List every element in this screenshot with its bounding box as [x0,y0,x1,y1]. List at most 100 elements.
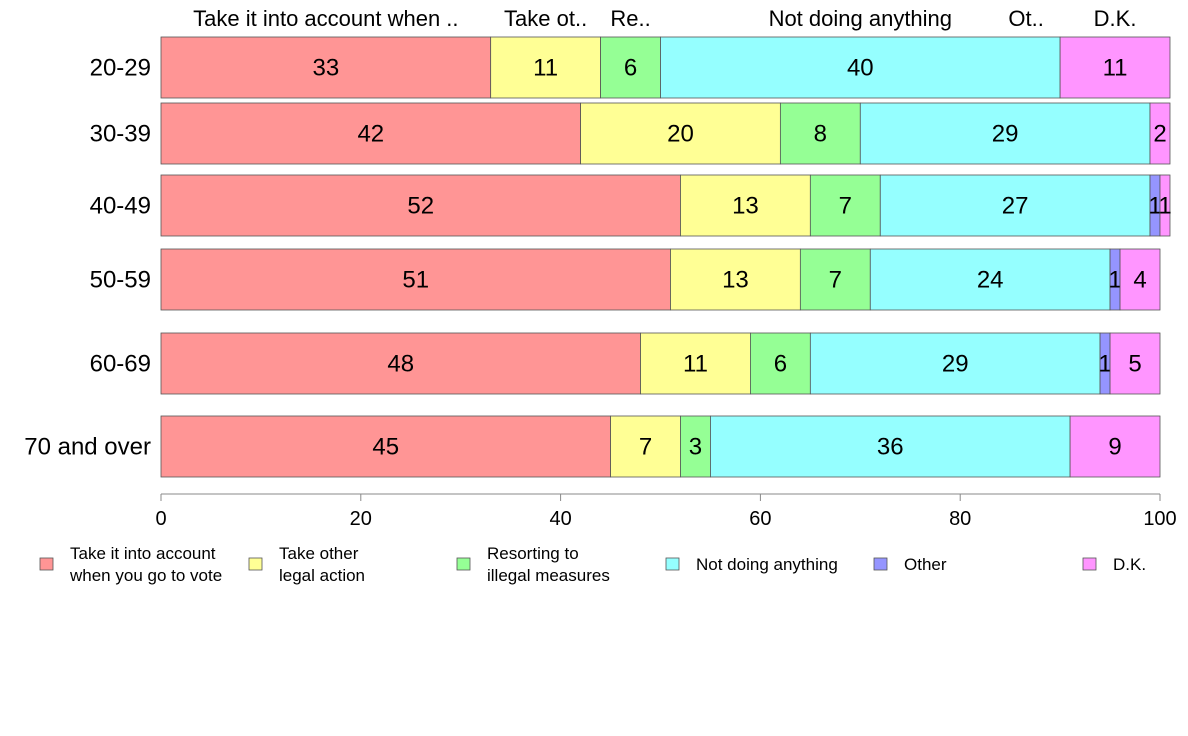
bar-segment [869,248,1111,311]
bar-segment [1109,332,1161,395]
legend-label: illegal measures [487,566,610,585]
bar-segment [160,248,671,311]
legend-label: Take it into account [70,544,216,563]
x-tick-label: 40 [549,508,571,530]
bar-segment [160,174,681,237]
category-label: 70 and over [24,434,151,461]
bar-segment [670,248,801,311]
data-label: 20 [667,121,694,148]
x-tick-label: 100 [1143,508,1176,530]
data-label: 7 [829,267,842,294]
bar-segment [490,36,601,99]
data-label: 42 [357,121,384,148]
legend: Take it into account when you go to vote T… [39,544,1146,585]
bar-segment [750,332,811,395]
bar-segment [1119,248,1161,311]
data-label: 29 [992,121,1019,148]
bar-segment [879,174,1151,237]
series-header-label: D.K. [1094,6,1137,31]
data-label: 7 [639,434,652,461]
data-label: 27 [1002,193,1029,220]
bar-segment [610,415,681,478]
bar-segment [1059,36,1171,99]
data-label: 1 [1148,193,1161,220]
bar-segment [660,36,1061,99]
legend-swatch [456,557,471,571]
bar-segment [160,415,611,478]
bar-segment [779,102,861,165]
legend-label: Other [904,555,947,574]
data-label: 8 [814,121,827,148]
data-label: 5 [1128,351,1141,378]
bar-segment [160,36,492,99]
series-header-label: Take ot.. [504,6,587,31]
bar-segment [680,174,811,237]
series-header-label: Not doing anything [769,6,952,31]
bar-segment [680,415,711,478]
series-header-label: Re.. [610,6,650,31]
bar-segment [710,415,1071,478]
legend-label: legal action [279,566,365,585]
legend-label: Take other [279,544,359,563]
data-label: 33 [312,55,339,82]
bar-segment [160,102,581,165]
category-label: 60-69 [90,351,151,378]
legend-label: Not doing anything [696,555,838,574]
legend-label: Resorting to [487,544,579,563]
data-label: 11 [1103,55,1128,82]
bar-segment [809,174,881,237]
category-label: 30-39 [90,121,151,148]
category-label: 40-49 [90,193,151,220]
legend-swatch [873,557,888,571]
series-header-label: Ot.. [1008,6,1043,31]
data-label: 4 [1133,267,1146,294]
data-label: 52 [407,193,434,220]
category-labels: 20-29 30-39 40-49 50-59 60-69 70 and over [24,55,151,461]
series-header-labels: Take it into account when .. Take ot.. Re.… [193,6,1136,31]
bar-segment [1069,415,1161,478]
data-label: 1 [1158,193,1171,220]
bar-segment [1159,174,1171,237]
series-header-label: Take it into account when .. [193,6,458,31]
data-label: 11 [683,351,708,378]
data-label: 1 [1098,351,1111,378]
legend-label: D.K. [1113,555,1146,574]
data-label: 48 [387,351,414,378]
bar-segment [160,332,641,395]
legend-swatch [1082,557,1097,571]
legend-swatch [248,557,263,571]
data-label: 40 [847,55,874,82]
data-label: 29 [942,351,969,378]
data-label: 1 [1108,267,1121,294]
data-label: 11 [533,55,558,82]
data-label: 3 [689,434,702,461]
category-label: 20-29 [90,55,151,82]
bar-segment [640,332,751,395]
x-axis: 0 20 40 60 80 100 [155,493,1177,530]
data-label: 36 [877,434,904,461]
data-label: 24 [977,267,1004,294]
data-label: 13 [732,193,759,220]
data-label: 2 [1153,121,1166,148]
data-label: 6 [624,55,637,82]
bar-segment [1149,102,1171,165]
x-tick-label: 20 [350,508,372,530]
x-tick-label: 0 [155,508,166,530]
legend-swatch [665,557,680,571]
category-label: 50-59 [90,267,151,294]
bar-segment [809,332,1101,395]
data-label: 6 [774,351,787,378]
x-tick-label: 60 [749,508,771,530]
data-label: 9 [1108,434,1121,461]
bar-segment [580,102,781,165]
data-label: 51 [402,267,429,294]
bar-segment [799,248,871,311]
data-label: 7 [839,193,852,220]
legend-label: when you go to vote [69,566,222,585]
bar-segment [600,36,661,99]
data-label: 45 [372,434,399,461]
x-tick-label: 80 [949,508,971,530]
data-label: 13 [722,267,749,294]
